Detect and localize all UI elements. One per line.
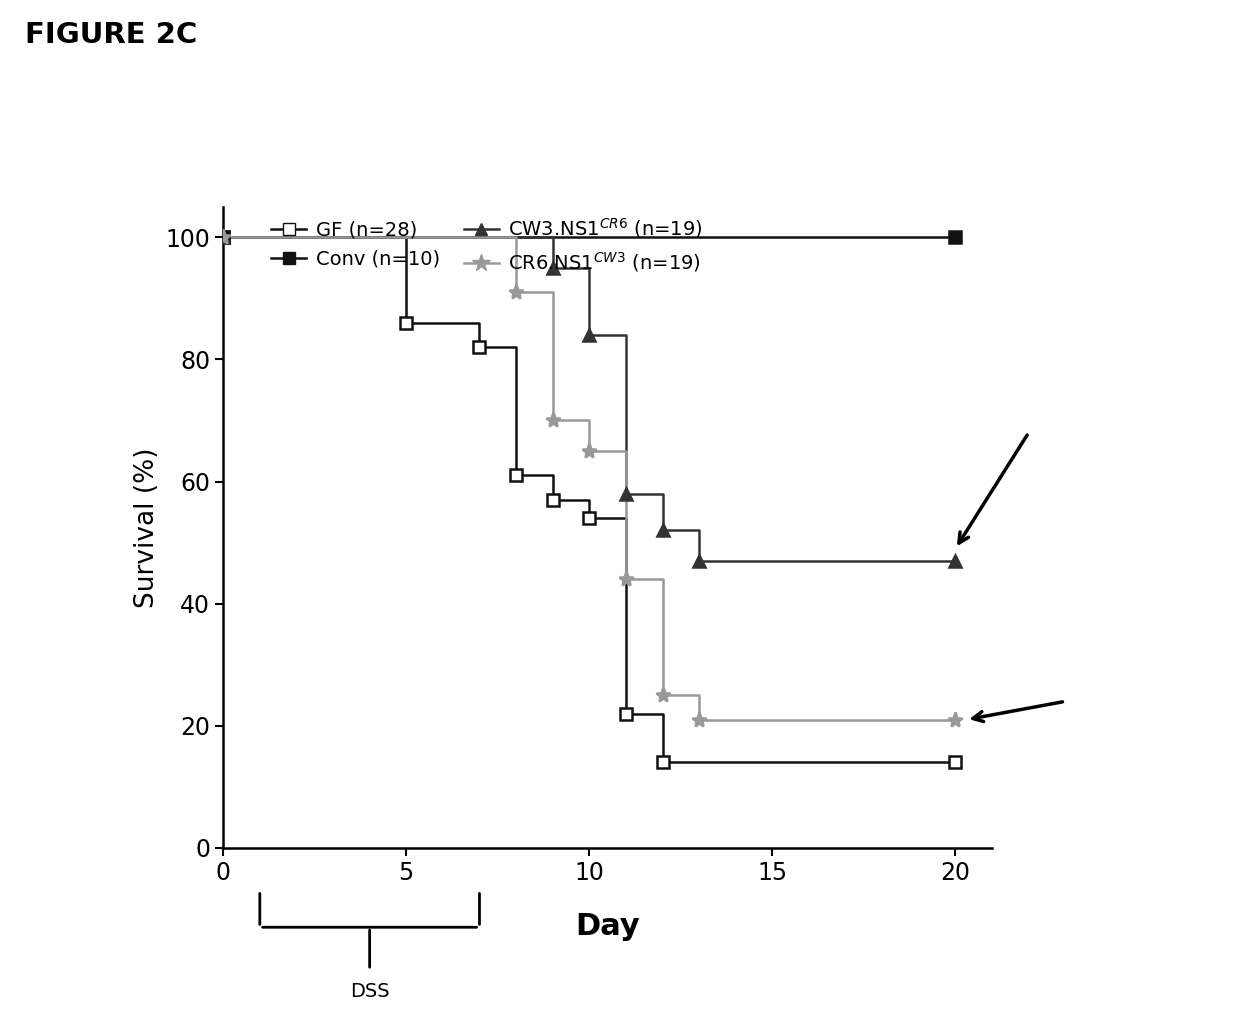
Y-axis label: Survival (%): Survival (%) [134,447,160,608]
Text: DSS: DSS [350,982,389,1001]
Text: FIGURE 2C: FIGURE 2C [25,21,197,49]
Legend: GF (n=28), Conv (n=10), CW3.NS1$^{CR6}$ (n=19), CR6.NS1$^{CW3}$ (n=19): GF (n=28), Conv (n=10), CW3.NS1$^{CR6}$ … [272,216,703,274]
Text: Day: Day [575,912,640,941]
